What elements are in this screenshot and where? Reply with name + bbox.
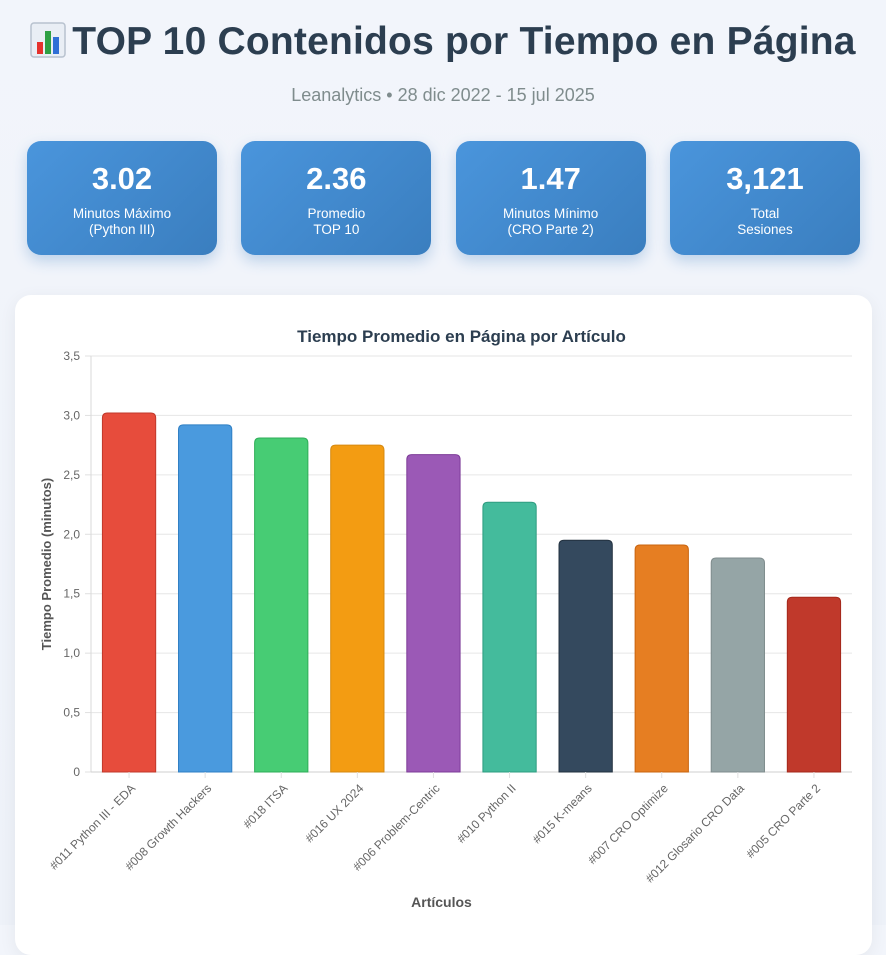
bar xyxy=(558,539,613,773)
chart-card: Tiempo Promedio en Página por Artículo 0 0… xyxy=(15,295,872,955)
x-tick-label: #016 UX 2024 xyxy=(302,781,366,845)
page-subtitle: Leanalytics • 28 dic 2022 - 15 jul 2025 xyxy=(291,85,595,105)
y-tick-label: 1,5 xyxy=(63,587,80,601)
bar-chart: Tiempo Promedio en Página por Artículo 0 0… xyxy=(39,327,852,910)
stat-card-average: 2.36 Promedio TOP 10 xyxy=(241,141,432,255)
bar xyxy=(406,454,461,773)
x-tick-label: #006 Problem-Centric xyxy=(350,781,442,873)
stat-value: 2.36 xyxy=(306,161,367,196)
stat-label-line: Sesiones xyxy=(737,222,793,237)
bar xyxy=(178,424,233,773)
stat-card-max: 3.02 Minutos Máximo (Python III) xyxy=(27,141,217,255)
y-tick-label: 3,0 xyxy=(63,408,80,422)
x-tick-label: #005 CRO Parte 2 xyxy=(743,781,823,861)
y-tick-label: 0,5 xyxy=(63,706,80,720)
bar-chart-icon xyxy=(30,22,67,70)
bar xyxy=(634,544,689,773)
x-tick-label: #010 Python II xyxy=(454,781,519,846)
bar xyxy=(710,557,765,773)
stat-label: Minutos Mínimo (CRO Parte 2) xyxy=(456,206,646,238)
stat-value: 3.02 xyxy=(91,161,153,196)
y-tick-label: 1,0 xyxy=(63,646,80,660)
x-axis-title: Artículos xyxy=(411,894,472,910)
header: TOP 10 Contenidos por Tiempo en Página L… xyxy=(0,0,886,106)
x-tick-label: #015 K-means xyxy=(530,781,595,846)
stat-label-line: Minutos Mínimo xyxy=(503,206,599,221)
x-tick-label: #007 CRO Optimize xyxy=(585,781,671,867)
bar xyxy=(254,437,309,773)
stat-label-line: Promedio xyxy=(307,206,366,221)
y-tick-label: 2,0 xyxy=(63,527,80,541)
stat-value: 1.47 xyxy=(520,161,581,196)
stats-row: 3.02 Minutos Máximo (Python III) 2.36 Pro… xyxy=(27,141,860,255)
page-title: TOP 10 Contenidos por Tiempo en Página xyxy=(0,18,886,70)
x-tick-label: #011 Python III - EDA xyxy=(47,781,138,872)
stat-card-sessions: 3,121 Total Sesiones xyxy=(669,141,860,255)
x-tick-label: #018 ITSA xyxy=(240,781,290,831)
y-tick-label: 3,5 xyxy=(63,349,80,363)
stat-label-line: TOP 10 xyxy=(313,222,360,237)
stat-card-min: 1.47 Minutos Mínimo (CRO Parte 2) xyxy=(455,141,646,255)
stat-label: Minutos Máximo (Python III) xyxy=(27,206,217,238)
bar xyxy=(786,596,842,773)
stat-label: Promedio TOP 10 xyxy=(241,206,431,238)
stat-value: 3,121 xyxy=(726,161,804,196)
y-axis-title: Tiempo Promedio (minutos) xyxy=(39,478,54,650)
bar xyxy=(330,444,385,773)
stat-label-line: Total xyxy=(750,206,780,221)
stat-label-line: Minutos Máximo xyxy=(72,206,172,221)
x-tick-label: #008 Growth Hackers xyxy=(122,781,214,873)
stat-label-line: (Python III) xyxy=(88,222,156,237)
y-tick-label: 2,5 xyxy=(63,468,80,482)
page-title-text: TOP 10 Contenidos por Tiempo en Página xyxy=(72,20,856,63)
bar xyxy=(101,412,157,773)
stat-label-line: (CRO Parte 2) xyxy=(507,222,594,237)
chart-title: Tiempo Promedio en Página por Artículo xyxy=(297,327,626,346)
y-tick-label: 0 xyxy=(73,765,80,779)
bar xyxy=(482,501,537,773)
stat-label: Total Sesiones xyxy=(670,206,860,238)
